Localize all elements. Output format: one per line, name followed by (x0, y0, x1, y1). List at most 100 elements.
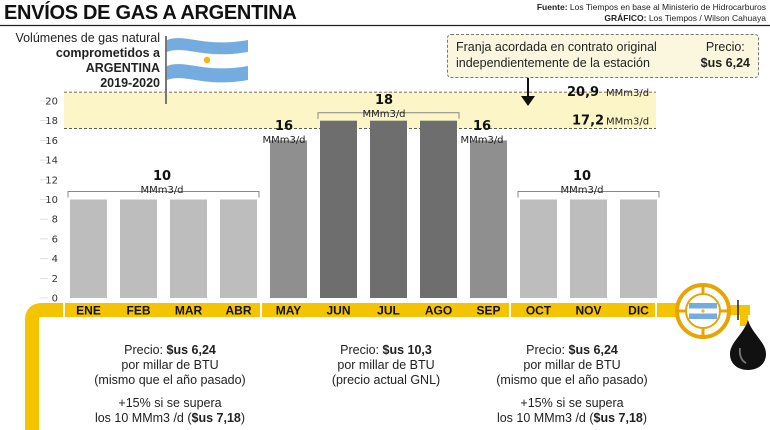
surcharge-price: $us 7,18 (593, 411, 643, 425)
y-tick-label: 10 (45, 195, 58, 206)
bar-oct (520, 199, 557, 298)
price-note: (mismo que el año pasado) (496, 373, 648, 387)
graphic-label: GRÁFICO: (604, 13, 647, 23)
price-unit: por millar de BTU (523, 358, 621, 372)
month-label: SEP (476, 304, 500, 318)
month-label: MAR (175, 304, 203, 318)
bar-feb (120, 199, 157, 298)
group-value-label: 18 (375, 93, 393, 108)
y-tick-label: 18 (45, 116, 58, 127)
graphic-text: Los Tiempos / Wilson Cahuaya (648, 13, 766, 23)
group-bracket (517, 191, 660, 198)
group-unit-label: MMm3/d (460, 135, 503, 146)
note-price-label: Precio: (705, 40, 745, 54)
band-lower-value: 17,2 (572, 114, 604, 129)
month-label: DIC (628, 304, 649, 318)
price-label: Precio: (340, 343, 383, 357)
contract-band (64, 92, 656, 129)
y-tick-label: 16 (45, 136, 58, 147)
valve-flag-sun (701, 309, 705, 313)
bar-dic (620, 199, 657, 298)
flag-stripe-bottom (167, 64, 248, 83)
subtitle-line2: comprometidos a (55, 46, 160, 60)
group-value-label: 16 (473, 119, 491, 134)
source-label: Fuente: (536, 2, 568, 12)
band-arrow-head (521, 96, 535, 106)
price-note: (precio actual GNL) (331, 373, 441, 387)
y-tick-label: 14 (45, 156, 58, 167)
group-value-label: 10 (153, 169, 171, 184)
surcharge-threshold: los 10 MMm3 /d ( (94, 411, 192, 425)
bar-abr (220, 199, 257, 298)
note-text: Franja acordada en contrato original ind… (456, 40, 657, 70)
bar-nov (570, 199, 607, 298)
contract-band-note: Franja acordada en contrato original ind… (447, 34, 759, 78)
pipeline (25, 303, 690, 430)
group-unit-label: MMm3/d (140, 185, 183, 196)
valve-flag-top (689, 303, 717, 309)
group-value-label: 10 (573, 169, 591, 184)
month-label: ABR (226, 304, 252, 318)
price-label: Precio: (526, 343, 569, 357)
surcharge-line: +15% si se supera (118, 396, 222, 410)
group-bracket (67, 191, 260, 198)
y-tick-label: 4 (52, 254, 58, 265)
surcharge-line: +15% si se supera (520, 396, 624, 410)
group-value-label: 16 (275, 119, 293, 134)
month-label: AGO (425, 304, 452, 318)
price-value: $us 6,24 (568, 343, 618, 357)
source-credits: Fuente: Los Tiempos en base al Ministeri… (537, 2, 766, 24)
price-block-low-2: Precio: $us 6,24 por millar de BTU (mism… (472, 343, 672, 426)
price-note: (mismo que el año pasado) (94, 373, 246, 387)
bar-ene (70, 199, 107, 298)
y-tick-label: 12 (45, 175, 58, 186)
surcharge-price: $us 7,18 (191, 411, 241, 425)
surcharge-close: ) (240, 411, 246, 425)
bar-may (270, 140, 307, 298)
group-unit-label: MMm3/d (262, 135, 305, 146)
bar-ago (420, 120, 457, 298)
price-label: Precio: (124, 343, 167, 357)
surcharge-close: ) (642, 411, 648, 425)
bar-mar (170, 199, 207, 298)
bar-jul (370, 120, 407, 298)
month-label: NOV (575, 304, 601, 318)
note-price-value: $us 6,24 (700, 56, 750, 70)
y-tick-label: 2 (52, 274, 58, 285)
surcharge-threshold: los 10 MMm3 /d ( (496, 411, 594, 425)
subtitle-line3: ARGENTINA (85, 61, 160, 75)
y-tick-label: 8 (52, 215, 58, 226)
gas-drop-icon (730, 320, 766, 370)
bar-jun (320, 120, 357, 298)
y-tick-label: 20 (45, 97, 58, 108)
gas-drop-highlight (738, 347, 747, 364)
price-block-low-1: Precio: $us 6,24 por millar de BTU (mism… (70, 343, 270, 426)
valve-flag-bottom (689, 313, 717, 319)
price-unit: por millar de BTU (337, 358, 435, 372)
band-upper-value: 20,9 (567, 85, 599, 100)
month-label: MAY (276, 304, 302, 318)
price-value: $us 6,24 (166, 343, 216, 357)
month-label: JUN (326, 304, 350, 318)
group-unit-label: MMm3/d (362, 109, 405, 120)
month-label: JUL (377, 304, 400, 318)
flag-stripe-top (167, 38, 248, 55)
source-text: Los Tiempos en base al Ministerio de Hid… (569, 2, 766, 12)
group-bracket (317, 112, 460, 119)
flag-sun (203, 56, 211, 64)
month-label: ENE (76, 304, 101, 318)
subtitle-line4: 2019-2020 (100, 76, 160, 90)
price-unit: por millar de BTU (121, 358, 219, 372)
y-tick-label: 0 (52, 294, 58, 305)
month-label: FEB (127, 304, 151, 318)
price-value: $us 10,3 (382, 343, 432, 357)
band-upper-unit: MMm3/d (606, 88, 649, 99)
y-tick-label: 6 (52, 234, 58, 245)
subtitle-line1: Volúmenes de gas natural (15, 31, 160, 45)
month-label: OCT (526, 304, 552, 318)
chart-subtitle: Volúmenes de gas natural comprometidos a… (4, 31, 160, 91)
bar-sep (470, 140, 507, 298)
band-lower-unit: MMm3/d (606, 117, 649, 128)
